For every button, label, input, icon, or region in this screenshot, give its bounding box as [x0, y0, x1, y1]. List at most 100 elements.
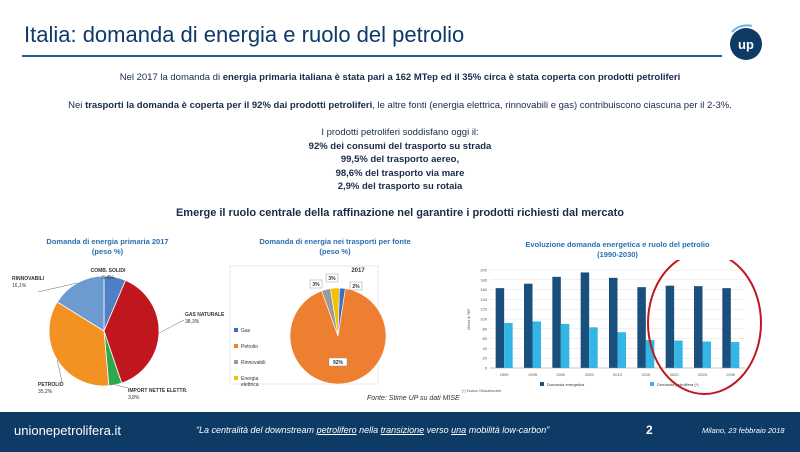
leader-line-3 — [56, 359, 63, 383]
bar-1-2010 — [617, 332, 626, 368]
x-tick-1990: 1990 — [500, 372, 510, 377]
legend-label-1: Petrolio — [241, 344, 258, 350]
x-tick-2020: 2020 — [670, 372, 680, 377]
y-tick-2: 40 — [483, 346, 488, 351]
bar-0-1995 — [524, 283, 533, 368]
transport-energy-pie-chart: 2017 2% 92% 3% 3% Gas Petrolio Rinnovabili Energ… — [229, 265, 387, 388]
slice-value-2: 3,8% — [128, 395, 140, 401]
bar-legend-label-1: Domanda petrolifera (*) — [657, 382, 699, 387]
bar-0-2025 — [694, 286, 703, 368]
chart2-title: Domanda di energia nei trasporti per fon… — [259, 237, 411, 256]
y-tick-1: 20 — [483, 356, 488, 361]
bar-1-2020 — [674, 340, 683, 368]
pie2-slice-3 — [330, 287, 340, 337]
legend-swatch-3 — [234, 376, 238, 380]
pie2-label-box-2 — [309, 279, 323, 289]
leader-line-4 — [37, 282, 78, 293]
bar-0-1990 — [495, 288, 505, 368]
slice-label-0: COMB. SOLIDI — [91, 268, 126, 274]
pie2-label-box-3 — [325, 273, 339, 283]
bar-0-2020 — [665, 285, 675, 368]
bar-chart-note: (*) Esclusi i Biocarburanti — [462, 389, 501, 393]
slice-label-4: RINNOVABILI — [12, 276, 45, 282]
y-tick-5: 100 — [480, 317, 487, 322]
legend-swatch-1 — [234, 344, 238, 348]
x-tick-1995: 1995 — [528, 372, 538, 377]
y-axis-label: Milioni di TEP — [467, 308, 471, 330]
y-tick-6: 120 — [480, 307, 487, 312]
slice-label-1: GAS NATURALE — [185, 312, 225, 318]
bar-1-2000 — [560, 323, 570, 368]
slice-label-2: IMPORT NETTE ELETTR. — [128, 388, 188, 394]
x-tick-2000: 2000 — [556, 372, 566, 377]
chart1-title: Domanda di energia primaria 2017 (peso %… — [46, 237, 169, 256]
bar-legend-swatch-0 — [540, 382, 544, 386]
y-tick-4: 80 — [483, 326, 488, 331]
pie-slice-3 — [48, 301, 110, 387]
title-divider — [22, 55, 722, 57]
x-tick-2010: 2010 — [613, 372, 623, 377]
energy-evolution-bar-chart: 0 20 40 60 80 100 120 140 160 180 200 Milioni di TE… — [462, 260, 762, 395]
bar-0-2030 — [722, 288, 731, 368]
unione-petrolifera-logo: up — [730, 24, 762, 60]
x-tick-2030: 2030 — [726, 372, 736, 377]
pie2-value-1: 92% — [333, 360, 344, 366]
chart3-title: Evoluzione domanda energetica e ruolo de… — [525, 240, 710, 259]
slice-value-0: 6,4% — [102, 275, 114, 281]
page-number: 2 — [646, 423, 653, 437]
pie2-year: 2017 — [351, 268, 365, 274]
bar-0-2005 — [580, 272, 590, 368]
leader-line-2 — [115, 384, 129, 389]
x-tick-2015: 2015 — [641, 372, 651, 377]
y-tick-9: 180 — [480, 277, 487, 282]
bar-1-1995 — [532, 321, 541, 368]
list-item: 2,9% del trasporto su rotaia — [337, 181, 463, 192]
y-tick-3: 60 — [483, 336, 488, 341]
y-tick-8: 160 — [480, 287, 487, 292]
legend-label-2: Rinnovabili — [241, 360, 265, 366]
list-item: 99,5% del trasporto aereo, — [340, 154, 460, 165]
pie2-label-box-0 — [349, 281, 363, 291]
pie2-slice-1 — [289, 288, 387, 385]
slice-label-3: PETROLIO — [38, 382, 64, 388]
footer-bar: unionepetrolifera.it “La centralità del … — [0, 412, 800, 452]
bar-0-2010 — [609, 277, 618, 368]
footer-website: unionepetrolifera.it — [14, 423, 121, 438]
intro-line-1: Nel 2017 la domanda di energia primaria … — [119, 72, 681, 83]
pie2-value-0: 2% — [352, 284, 360, 290]
y-tick-0: 0 — [485, 366, 488, 371]
page-title: Italia: domanda di energia e ruolo del p… — [24, 22, 465, 47]
bar-0-2000 — [552, 276, 561, 368]
bar-legend-label-0: Domanda energetica — [547, 382, 585, 387]
key-message: Emerge il ruolo centrale della raffinazi… — [175, 207, 625, 219]
legend-label-0: Gas — [241, 328, 251, 334]
slice-value-1: 38,3% — [185, 319, 200, 325]
leader-line-1 — [158, 319, 185, 334]
list-item: 98,6% del trasporto via mare — [335, 167, 465, 179]
legend-label-3-b: elettrica — [241, 382, 259, 388]
list-header: I prodotti petroliferi soddisfano oggi i… — [321, 127, 479, 138]
bar-1-2025 — [702, 341, 711, 368]
bar-0-2015 — [637, 287, 646, 368]
bar-legend-swatch-1 — [650, 382, 654, 386]
legend-swatch-2 — [234, 360, 238, 364]
list-item: 92% dei consumi del trasporto su strada — [308, 140, 492, 152]
pie2-label-box-1 — [328, 357, 348, 367]
petroleum-share-list: I prodotti petroliferi soddisfano oggi i… — [0, 126, 800, 194]
bar-1-1990 — [504, 322, 513, 368]
pie2-value-3: 3% — [328, 276, 336, 282]
bar-1-2005 — [589, 327, 598, 368]
source-note: Fonte: Stime UP su dati MISE — [367, 395, 460, 402]
legend-label-3: Energia — [241, 376, 258, 382]
x-tick-2025: 2025 — [698, 372, 708, 377]
slice-value-3: 35,2% — [38, 389, 53, 395]
bar-1-2015 — [645, 340, 655, 368]
intro-line-2: Nei trasporti la domanda è coperta per i… — [68, 100, 732, 111]
y-tick-10: 200 — [480, 268, 487, 273]
slice-value-4: 16,1% — [12, 283, 27, 289]
logo-text: up — [738, 37, 754, 52]
x-tick-2005: 2005 — [585, 372, 595, 377]
leader-line-0 — [107, 276, 116, 281]
y-tick-7: 140 — [480, 297, 487, 302]
